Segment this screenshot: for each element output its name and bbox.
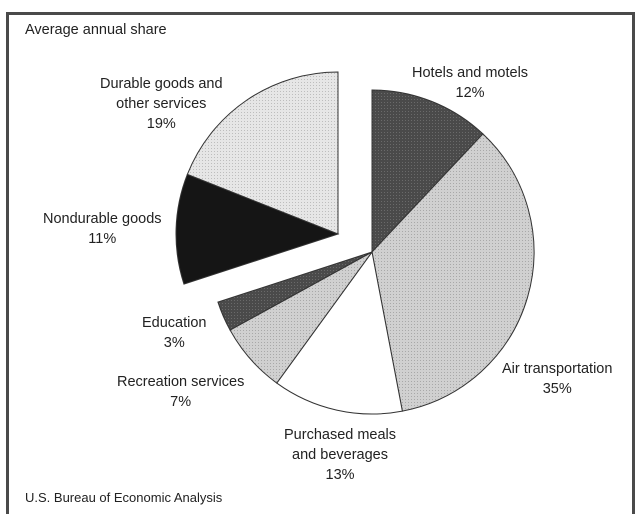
label-durable-name-1: Durable goods and bbox=[100, 76, 223, 92]
label-nondurable-value: 11% bbox=[88, 231, 117, 247]
label-meals-name-2: and beverages bbox=[292, 447, 388, 463]
pie-slice-hotels-and-motels bbox=[371, 89, 484, 254]
pie-slice-air-transportation bbox=[371, 133, 535, 412]
label-nondurable-name: Nondurable goods bbox=[43, 211, 162, 227]
source-note: U.S. Bureau of Economic Analysis bbox=[25, 490, 223, 505]
label-recreation: Recreation services 7% bbox=[117, 372, 244, 412]
label-meals-value: 13% bbox=[325, 467, 355, 483]
label-meals-name-1: Purchased meals bbox=[284, 427, 397, 443]
label-meals: Purchased meals and beverages 13% bbox=[284, 425, 396, 485]
label-recreation-name: Recreation services bbox=[117, 374, 245, 390]
label-durable-value: 19% bbox=[146, 116, 176, 132]
label-education-name: Education bbox=[142, 315, 207, 331]
pie-slice-purchased-meals-and-beverages bbox=[276, 250, 403, 415]
label-hotels-name: Hotels and motels bbox=[412, 65, 529, 81]
label-nondurable: Nondurable goods 11% bbox=[43, 209, 162, 249]
label-air: Air transportation 35% bbox=[502, 359, 612, 399]
label-air-name: Air transportation bbox=[502, 361, 613, 377]
label-recreation-value: 7% bbox=[170, 394, 192, 410]
pie-slice-nondurable-goods bbox=[175, 173, 340, 285]
label-durable-name-2: other services bbox=[116, 96, 207, 112]
label-education: Education 3% bbox=[142, 313, 207, 353]
cropped-header-area bbox=[0, 0, 644, 9]
pie-slice-durable-goods-and-other-services bbox=[186, 71, 339, 235]
label-education-value: 3% bbox=[163, 335, 185, 351]
label-air-value: 35% bbox=[542, 381, 572, 397]
label-hotels: Hotels and motels 12% bbox=[412, 63, 528, 103]
chart-subtitle: Average annual share bbox=[25, 22, 167, 38]
label-hotels-value: 12% bbox=[455, 85, 485, 101]
pie-slice-education bbox=[217, 251, 373, 331]
label-durable: Durable goods and other services 19% bbox=[100, 74, 223, 134]
